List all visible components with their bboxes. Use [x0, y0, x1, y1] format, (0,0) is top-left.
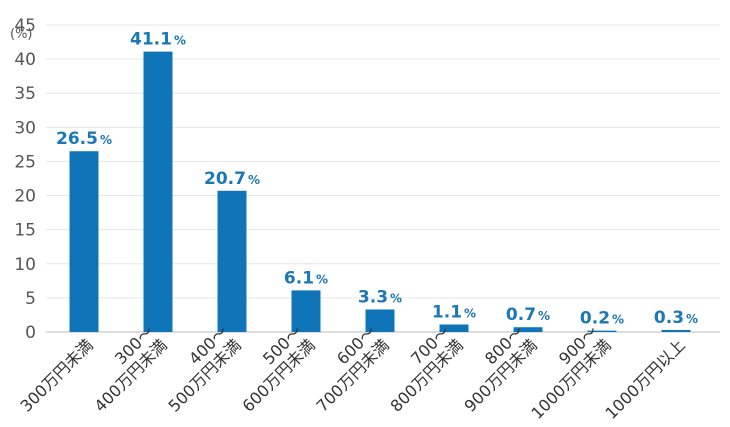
x-tick-label: 400～500万円未満 — [151, 322, 245, 416]
y-tick-label: 35 — [14, 84, 36, 104]
bar — [661, 329, 691, 332]
data-label: 3.3% — [358, 287, 402, 307]
x-tick-label: 800～900万円未満 — [447, 322, 541, 416]
y-axis: 0 5 10 15 20 25 30 35 40 45 — [14, 16, 36, 343]
data-label: 41.1% — [130, 30, 186, 50]
x-tick-label: 500～600万円未満 — [225, 322, 319, 416]
data-label: 26.5% — [56, 129, 112, 149]
bar — [513, 327, 543, 332]
bar — [587, 330, 617, 332]
y-tick-label: 5 — [25, 289, 36, 309]
x-tick-label: 300万円未満 — [17, 335, 97, 415]
bar — [439, 324, 469, 332]
bars — [69, 51, 691, 333]
x-tick-label: 600～700万円未満 — [299, 322, 393, 416]
data-label: 1.1% — [432, 302, 476, 322]
data-labels: 26.5 % 41.1 % 20.7 % 6.1 % 3.3 % 1.1% 0.7% 0.2% 0.3% — [56, 30, 698, 329]
y-tick-label: 30 — [14, 118, 36, 138]
y-tick-label: 10 — [14, 255, 36, 275]
data-label: 6.1% — [284, 268, 328, 288]
data-label: 0.3% — [654, 308, 698, 328]
bar — [291, 290, 321, 332]
data-label: 20.7% — [204, 169, 260, 189]
y-tick-label: 40 — [14, 50, 36, 70]
data-label: 0.2% — [580, 309, 624, 329]
y-tick-label: 20 — [14, 187, 36, 207]
y-axis-unit-label: (%) — [10, 27, 33, 42]
y-tick-label: 15 — [14, 221, 36, 241]
bar — [143, 51, 173, 333]
bar — [69, 151, 99, 332]
y-tick-label: 0 — [25, 323, 36, 343]
x-tick-label: 700～800万円未満 — [373, 322, 467, 416]
bar — [217, 190, 247, 332]
data-label: 0.7% — [506, 305, 550, 325]
y-tick-label: 25 — [14, 152, 36, 172]
y-tick-label: 45 — [14, 16, 36, 36]
x-tick-label: 300～400万円未満 — [77, 322, 171, 416]
bar — [365, 309, 395, 332]
x-axis: 300万円未満 300～400万円未満 400～500万円未満 500～600万円未満… — [17, 322, 689, 423]
